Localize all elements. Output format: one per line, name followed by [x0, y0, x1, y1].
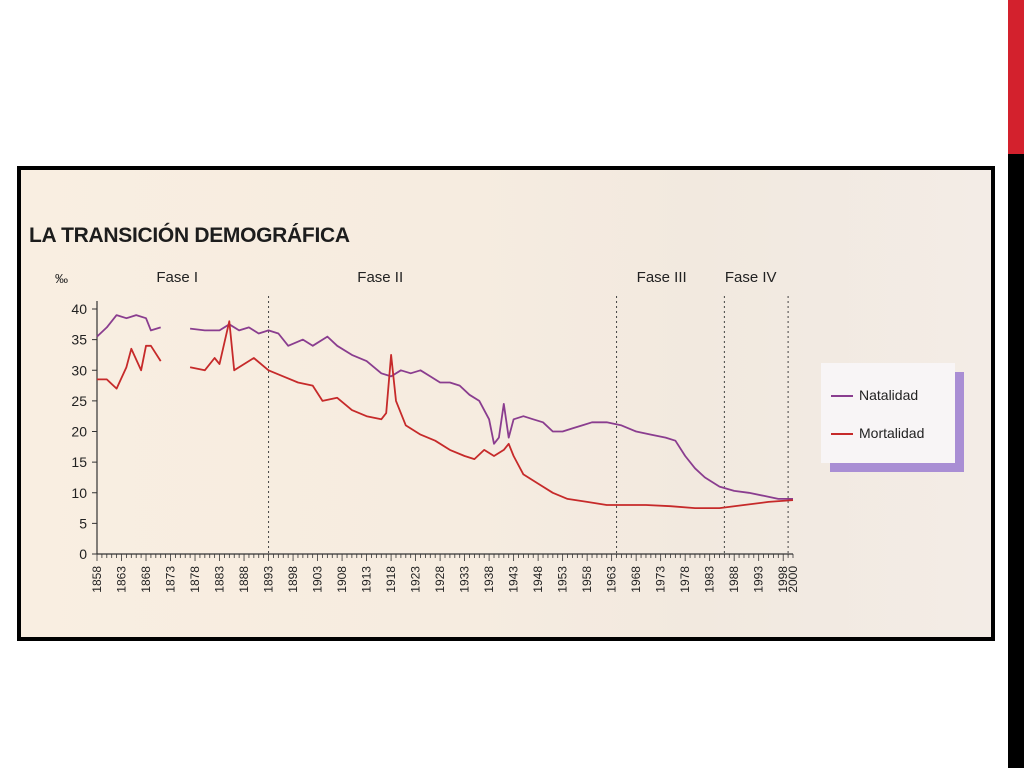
y-tick-label: 30: [71, 362, 87, 378]
legend-swatch-mortalidad: [831, 433, 853, 436]
chart-frame: 0 5 10 15 20 25 30 35 40 1858 1863 1868 1873 1878 1883…: [17, 166, 995, 641]
phase-label-1: Fase I: [156, 269, 198, 286]
x-tick-label: 1923: [409, 566, 423, 593]
x-tick-label: 1863: [115, 566, 129, 593]
x-tick-label: 1868: [139, 566, 153, 593]
chart-svg: 0 5 10 15 20 25 30 35 40 1858 1863 1868 1873 1878 1883…: [71, 296, 800, 593]
x-tick-label: 1973: [654, 566, 668, 593]
phase-label-2: Fase II: [357, 269, 404, 286]
x-tick-label: 1903: [311, 566, 325, 593]
accent-bar-black: [1008, 154, 1024, 768]
phase-label-4: Fase IV: [724, 269, 777, 286]
x-tick-label: 1913: [360, 566, 374, 593]
y-tick-label: 15: [71, 454, 87, 470]
chart-axes: 0 5 10 15 20 25 30 35 40 1858 1863 1868 1873 1878 1883…: [71, 301, 800, 593]
y-tick-label: 20: [71, 424, 87, 440]
x-tick-label: 1958: [580, 566, 594, 593]
x-tick-label: 1858: [90, 566, 104, 593]
y-tick-label: 40: [71, 301, 87, 317]
x-tick-label: 1873: [164, 566, 178, 593]
x-tick-label: 1943: [507, 566, 521, 593]
x-tick-label: 1918: [384, 566, 398, 593]
x-tick-label: 1883: [213, 566, 227, 593]
y-tick-label: 25: [71, 393, 87, 409]
x-tick-label: 2000: [786, 566, 800, 593]
y-tick-label: 35: [71, 332, 87, 348]
chart-legend: Natalidad Mortalidad: [821, 363, 955, 463]
x-tick-label: 1928: [433, 566, 447, 593]
phase-dividers: [268, 296, 789, 554]
x-tick-label: 1908: [335, 566, 349, 593]
x-tick-label: 1933: [458, 566, 472, 593]
x-tick-label: 1988: [727, 566, 741, 593]
x-tick-label: 1898: [286, 566, 300, 593]
legend-item-natalidad: Natalidad: [831, 387, 918, 403]
x-tick-label: 1938: [482, 566, 496, 593]
x-tick-label: 1948: [531, 566, 545, 593]
series-line-mortalidad: [189, 320, 794, 509]
chart-series: [96, 314, 794, 509]
series-line-natalidad: [96, 314, 161, 338]
x-tick-label: 1878: [188, 566, 202, 593]
x-tick-label: 1953: [556, 566, 570, 593]
x-tick-label: 1963: [605, 566, 619, 593]
x-tick-label: 1888: [237, 566, 251, 593]
series-line-mortalidad: [97, 344, 162, 390]
series-line-natalidad: [189, 323, 793, 500]
phase-label-3: Fase III: [636, 269, 687, 286]
y-axis-unit-label: ‰: [55, 271, 68, 286]
x-tick-label: 1993: [752, 566, 766, 593]
accent-bar-red: [1008, 0, 1024, 154]
y-tick-label: 10: [71, 485, 87, 501]
y-tick-label: 5: [79, 515, 87, 531]
x-tick-label: 1998: [776, 566, 790, 593]
x-tick-label: 1978: [678, 566, 692, 593]
x-tick-label: 1968: [629, 566, 643, 593]
x-tick-label: 1983: [703, 566, 717, 593]
y-tick-label: 0: [79, 546, 87, 562]
legend-label-natalidad: Natalidad: [859, 387, 919, 403]
x-tick-label: 1893: [262, 566, 276, 593]
legend-item-mortalidad: Mortalidad: [831, 425, 924, 441]
legend-swatch-natalidad: [831, 395, 853, 398]
legend-label-mortalidad: Mortalidad: [859, 425, 925, 441]
chart-title: LA TRANSICIÓN DEMOGRÁFICA: [29, 224, 350, 247]
